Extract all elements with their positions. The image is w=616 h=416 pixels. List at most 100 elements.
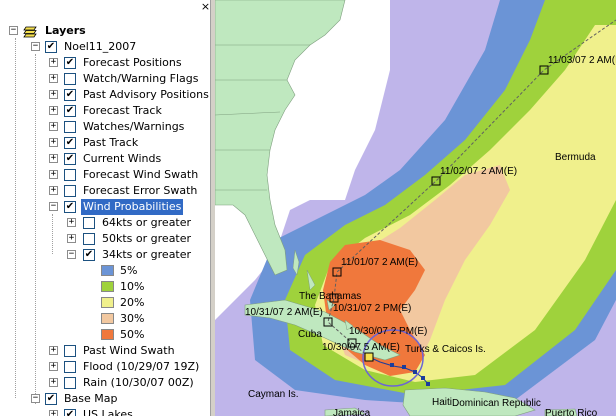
- panel-splitter[interactable]: [211, 0, 215, 416]
- layer-checkbox[interactable]: ✔: [64, 105, 76, 117]
- layer-row-flood[interactable]: + Flood (10/29/07 19Z): [0, 359, 200, 375]
- expand-icon[interactable]: +: [49, 121, 58, 131]
- expand-icon[interactable]: +: [49, 57, 58, 67]
- sublayer-row-64kts[interactable]: + 64kts or greater: [0, 215, 200, 231]
- map-view[interactable]: 11/03/07 2 AM(E) 11/02/07 2 AM(E) 11/01/…: [215, 0, 616, 416]
- layer-label: Current Winds: [83, 152, 162, 165]
- layer-checkbox[interactable]: ✔: [64, 201, 76, 213]
- layers-root-row[interactable]: − Layers: [0, 23, 200, 39]
- sublayer-checkbox[interactable]: [83, 233, 95, 245]
- layer-label: Watch/Warning Flags: [83, 72, 199, 85]
- land-bahamas: [292, 249, 354, 331]
- sublayer-row-50kts[interactable]: + 50kts or greater: [0, 231, 200, 247]
- layer-checkbox[interactable]: [64, 361, 76, 373]
- expand-icon[interactable]: +: [49, 137, 58, 147]
- layer-row-wind-probabilities[interactable]: − ✔ Wind Probabilities: [0, 199, 200, 215]
- layer-checkbox[interactable]: ✔: [64, 409, 76, 416]
- basemap-child-row[interactable]: + ✔ US Lakes: [0, 407, 200, 416]
- layer-checkbox[interactable]: ✔: [64, 137, 76, 149]
- layer-checkbox[interactable]: [64, 345, 76, 357]
- expand-icon[interactable]: +: [49, 89, 58, 99]
- expand-icon[interactable]: +: [67, 217, 76, 227]
- track-label: 11/02/07 2 AM(E): [440, 166, 517, 177]
- layer-checkbox[interactable]: [64, 377, 76, 389]
- layer-label: Rain (10/30/07 00Z): [83, 376, 194, 389]
- collapse-icon[interactable]: −: [31, 393, 40, 403]
- forecast-position-marker: [323, 317, 333, 327]
- close-icon[interactable]: ×: [200, 0, 211, 13]
- layer-row-watch-warning-flags[interactable]: + Watch/Warning Flags: [0, 71, 200, 87]
- layer-label: Past Advisory Positions: [83, 88, 209, 101]
- layer-row-current-winds[interactable]: + ✔ Current Winds: [0, 151, 200, 167]
- land-jamaica: [324, 407, 367, 416]
- past-position-marker: [390, 363, 394, 367]
- layer-row-forecast-positions[interactable]: + ✔ Forecast Positions: [0, 55, 200, 71]
- layer-checkbox[interactable]: [64, 73, 76, 85]
- expand-icon[interactable]: +: [49, 153, 58, 163]
- layer-checkbox[interactable]: [64, 169, 76, 181]
- sublayer-checkbox[interactable]: ✔: [83, 249, 95, 261]
- forecast-position-marker: [332, 267, 342, 277]
- basemap-checkbox[interactable]: ✔: [45, 393, 57, 405]
- land-us: [215, 0, 346, 276]
- sublayer-checkbox[interactable]: [83, 217, 95, 229]
- place-label-jamaica: Jamaica: [333, 408, 371, 416]
- expand-icon[interactable]: +: [67, 233, 76, 243]
- expand-icon[interactable]: +: [49, 185, 58, 195]
- layer-label: Flood (10/29/07 19Z): [83, 360, 200, 373]
- layer-checkbox[interactable]: [64, 185, 76, 197]
- layer-row-forecast-track[interactable]: + ✔ Forecast Track: [0, 103, 200, 119]
- layer-label: Forecast Track: [83, 104, 162, 117]
- sublayer-label: 34kts or greater: [102, 248, 192, 261]
- legend-label: 50%: [120, 328, 145, 341]
- past-position-marker: [402, 365, 406, 369]
- expand-icon[interactable]: +: [49, 105, 58, 115]
- place-label-puerto-rico: Puerto Rico: [545, 408, 598, 416]
- layer-label: Forecast Positions: [83, 56, 182, 69]
- land-hispaniola: [402, 387, 536, 416]
- layer-label: US Lakes: [83, 408, 133, 416]
- expand-icon[interactable]: +: [49, 361, 58, 371]
- map-canvas[interactable]: 11/03/07 2 AM(E) 11/02/07 2 AM(E) 11/01/…: [215, 0, 616, 416]
- group-row[interactable]: − ✔ Noel11_2007: [0, 39, 200, 55]
- track-label: 10/31/07 2 AM(E): [245, 307, 323, 318]
- layer-label: Wind Probabilities: [81, 199, 184, 215]
- layer-row-rain[interactable]: + Rain (10/30/07 00Z): [0, 375, 200, 391]
- legend-swatch: [101, 265, 114, 276]
- expand-icon[interactable]: +: [49, 169, 58, 179]
- expand-icon[interactable]: +: [49, 377, 58, 387]
- layer-checkbox[interactable]: ✔: [64, 153, 76, 165]
- legend-item: 20%: [0, 295, 200, 311]
- collapse-icon[interactable]: −: [9, 25, 18, 35]
- layer-checkbox[interactable]: [64, 121, 76, 133]
- basemap-row[interactable]: − ✔ Base Map: [0, 391, 200, 407]
- place-label-turks-caicos: Turks & Caicos Is.: [405, 344, 486, 355]
- collapse-icon[interactable]: −: [67, 249, 76, 259]
- layer-row-forecast-wind-swath[interactable]: + Forecast Wind Swath: [0, 167, 200, 183]
- place-label-bahamas: The Bahamas: [299, 291, 361, 302]
- collapse-icon[interactable]: −: [31, 41, 40, 51]
- layer-checkbox[interactable]: ✔: [64, 57, 76, 69]
- expand-icon[interactable]: +: [49, 410, 58, 416]
- group-checkbox[interactable]: ✔: [45, 41, 57, 53]
- legend-swatch: [101, 329, 114, 340]
- place-label-cuba: Cuba: [298, 329, 322, 340]
- legend-item: 30%: [0, 311, 200, 327]
- layers-root-label: Layers: [45, 24, 86, 37]
- layer-row-watches-warnings[interactable]: + Watches/Warnings: [0, 119, 200, 135]
- layer-checkbox[interactable]: ✔: [64, 89, 76, 101]
- legend-item: 5%: [0, 263, 200, 279]
- layer-row-forecast-error-swath[interactable]: + Forecast Error Swath: [0, 183, 200, 199]
- expand-icon[interactable]: +: [49, 73, 58, 83]
- sublayer-row-34kts[interactable]: − ✔ 34kts or greater: [0, 247, 200, 263]
- collapse-icon[interactable]: −: [49, 201, 58, 211]
- current-winds-circle: [362, 329, 424, 387]
- land-cuba: [244, 299, 401, 361]
- layer-row-past-track[interactable]: + ✔ Past Track: [0, 135, 200, 151]
- layer-row-past-advisory-positions[interactable]: + ✔ Past Advisory Positions: [0, 87, 209, 103]
- expand-icon[interactable]: +: [49, 345, 58, 355]
- track-label: 10/30/07 2 PM(E): [349, 326, 427, 337]
- legend-item: 50%: [0, 327, 200, 343]
- layer-row-past-wind-swath[interactable]: + Past Wind Swath: [0, 343, 200, 359]
- sublayer-label: 50kts or greater: [102, 232, 192, 245]
